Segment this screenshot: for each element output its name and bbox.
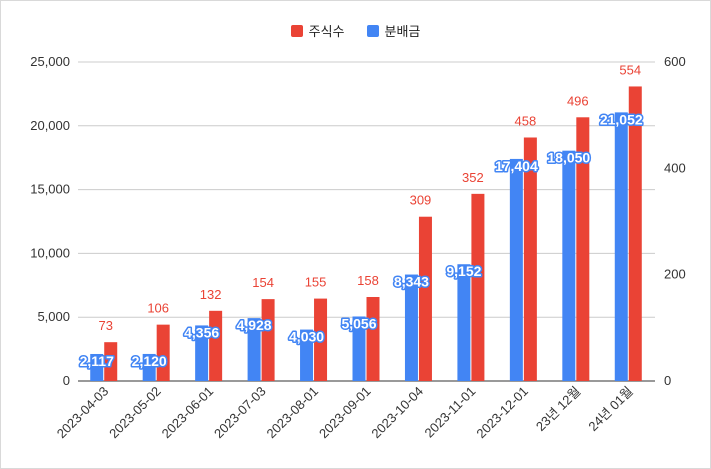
bar-dividend[interactable] (562, 150, 576, 381)
legend-label-shares: 주식수 (308, 24, 345, 39)
data-label-shares: 132 (200, 287, 222, 302)
bar-shares[interactable] (366, 296, 380, 381)
data-label-dividend: 21,052 (600, 111, 643, 127)
legend: 주식수 분배금 (0, 21, 711, 40)
y-right-tick-label: 200 (664, 267, 686, 282)
data-label-shares: 155 (305, 275, 327, 290)
y-left-tick-label: 20,000 (30, 118, 70, 133)
data-label-shares: 554 (619, 62, 641, 77)
x-tick-label: 2023-08-01 (264, 384, 322, 442)
data-label-shares: 458 (515, 113, 537, 128)
x-tick-label: 23년 12월 (533, 384, 584, 435)
data-label-dividend: 4,030 (289, 329, 324, 345)
data-label-dividend: 2,117 (80, 353, 114, 369)
y-left-tick-label: 25,000 (30, 54, 70, 69)
bar-shares[interactable] (418, 216, 432, 381)
data-label-shares: 154 (252, 275, 274, 290)
bar-dividend[interactable] (457, 264, 471, 381)
data-label-shares: 73 (98, 318, 112, 333)
x-tick-label: 2023-06-01 (159, 384, 217, 442)
legend-label-dividend: 분배금 (384, 24, 421, 39)
bar-dividend[interactable] (404, 274, 418, 381)
y-right-tick-label: 0 (664, 373, 671, 388)
x-tick-label: 2023-11-01 (422, 384, 479, 441)
data-label-dividend: 4,356 (184, 324, 219, 340)
data-label-shares: 309 (410, 193, 432, 208)
data-label-shares: 496 (567, 93, 589, 108)
bar-shares[interactable] (314, 298, 328, 381)
data-label-dividend: 17,404 (495, 158, 538, 174)
x-tick-label: 2023-09-01 (316, 384, 374, 442)
data-label-dividend: 8,343 (394, 274, 429, 290)
data-label-shares: 106 (147, 301, 169, 316)
bar-dividend[interactable] (352, 316, 366, 381)
x-tick-label: 2023-07-03 (211, 384, 269, 442)
y-left-tick-label: 0 (63, 373, 70, 388)
data-label-dividend: 18,050 (547, 150, 590, 166)
bar-dividend[interactable] (142, 353, 156, 381)
x-tick-label: 24년 01월 (585, 384, 636, 435)
data-label-dividend: 9,152 (446, 263, 481, 279)
bar-dividend[interactable] (247, 318, 261, 381)
data-label-dividend: 2,120 (132, 353, 167, 369)
bar-shares[interactable] (209, 310, 223, 381)
bar-dividend[interactable] (509, 158, 523, 381)
bar-shares[interactable] (576, 117, 590, 381)
y-left-tick-label: 15,000 (30, 182, 70, 197)
y-right-tick-label: 600 (664, 54, 686, 69)
data-label-dividend: 4,928 (237, 317, 272, 333)
y-right-tick-label: 400 (664, 160, 686, 175)
bar-shares[interactable] (104, 342, 118, 381)
bar-shares[interactable] (471, 193, 485, 381)
x-tick-label: 2023-05-02 (106, 384, 164, 442)
legend-item-dividend[interactable]: 분배금 (366, 21, 421, 40)
legend-item-shares[interactable]: 주식수 (290, 21, 345, 40)
bar-shares[interactable] (523, 137, 537, 381)
bar-shares[interactable] (628, 86, 642, 381)
y-left-tick-label: 5,000 (37, 309, 70, 324)
x-tick-label: 2023-12-01 (473, 384, 531, 442)
legend-swatch-dividend (366, 24, 379, 37)
bar-shares[interactable] (156, 324, 170, 381)
bar-dividend[interactable] (195, 325, 209, 381)
bar-dividend[interactable] (614, 112, 628, 382)
y-left-tick-label: 10,000 (30, 245, 70, 260)
data-label-shares: 352 (462, 170, 484, 185)
x-tick-label: 2023-04-03 (54, 384, 112, 442)
x-tick-label: 2023-10-04 (368, 384, 426, 442)
bar-shares[interactable] (261, 299, 275, 381)
legend-swatch-shares (290, 24, 303, 37)
data-label-dividend: 5,056 (341, 315, 376, 331)
bar-dividend[interactable] (90, 353, 104, 381)
data-label-shares: 158 (357, 273, 379, 288)
bar-dividend[interactable] (300, 329, 314, 381)
